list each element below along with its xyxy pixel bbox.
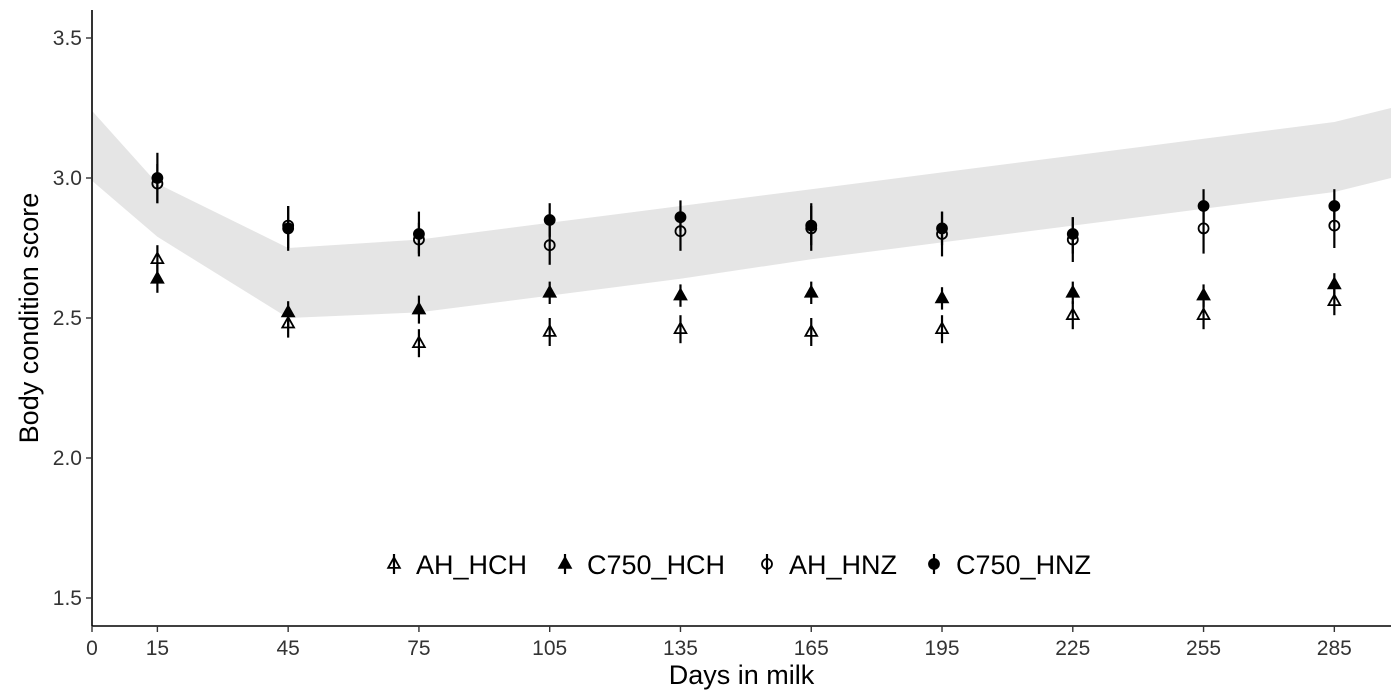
- data-point: [543, 214, 556, 226]
- data-point: [411, 301, 427, 315]
- legend-label: AH_HCH: [416, 550, 527, 580]
- data-point: [1197, 222, 1210, 235]
- y-tick-label: 2.5: [53, 307, 82, 330]
- x-tick-label: 0: [86, 637, 98, 660]
- data-point: [1197, 200, 1210, 212]
- legend-label: AH_HNZ: [789, 550, 897, 580]
- data-point: [1326, 276, 1342, 290]
- x-tick-label: 135: [663, 637, 698, 660]
- data-point: [1196, 287, 1211, 301]
- legend-label: C750_HNZ: [956, 550, 1091, 580]
- legend-item: AH_HNZ: [761, 550, 897, 580]
- legend-key-marker: [386, 555, 402, 569]
- data-point: [803, 323, 819, 337]
- series-layer: [149, 152, 1342, 358]
- data-point: [149, 250, 165, 265]
- y-tick-label: 2.0: [53, 447, 82, 470]
- x-tick-label: 255: [1186, 637, 1221, 660]
- legend-item: AH_HCH: [386, 550, 527, 580]
- data-point: [280, 304, 296, 318]
- confidence-band: [92, 108, 1391, 318]
- x-tick-label: 195: [924, 637, 959, 660]
- x-tick-label: 15: [146, 637, 169, 660]
- axes-layer: 1.5 2.0 2.5 3.0 3.5 0 15 45 75 105 135 165 195 225 255…: [14, 10, 1391, 690]
- x-tick-label: 165: [794, 637, 829, 660]
- data-point: [674, 211, 687, 224]
- data-point: [673, 287, 688, 301]
- legend-key-marker: [761, 558, 773, 570]
- legend-key-marker: [928, 558, 940, 570]
- legend-label: C750_HCH: [587, 550, 725, 580]
- data-point: [543, 239, 556, 252]
- x-tick-label: 225: [1055, 637, 1090, 660]
- data-point: [1066, 228, 1079, 240]
- series-c750-hnz: [151, 152, 1341, 257]
- data-point: [1065, 284, 1081, 298]
- data-point: [803, 284, 819, 298]
- data-point: [542, 284, 558, 298]
- x-tick-label: 105: [532, 637, 567, 660]
- data-point: [673, 320, 688, 335]
- x-axis-title: Days in milk: [669, 660, 815, 690]
- series-c750-hch: [149, 264, 1342, 327]
- data-point: [934, 320, 950, 335]
- legend-key-marker: [557, 555, 573, 569]
- y-axis-title: Body condition score: [14, 193, 44, 444]
- band-layer: [92, 108, 1391, 318]
- y-tick-label: 3.5: [53, 27, 82, 50]
- x-tick-label: 75: [407, 637, 430, 660]
- data-point: [280, 315, 296, 329]
- x-tick-label: 45: [276, 637, 299, 660]
- data-point: [1328, 200, 1341, 212]
- x-tick-label: 285: [1317, 637, 1352, 660]
- data-point: [411, 334, 427, 349]
- data-point: [413, 228, 425, 240]
- data-point: [1196, 306, 1211, 321]
- data-point: [151, 172, 164, 184]
- data-point: [936, 222, 948, 235]
- legend-item: C750_HNZ: [928, 550, 1091, 580]
- data-point: [1326, 292, 1342, 307]
- y-tick-label: 1.5: [53, 587, 82, 610]
- y-tick-label: 3.0: [53, 167, 82, 190]
- data-point: [542, 323, 558, 337]
- data-point: [805, 219, 818, 232]
- data-point: [934, 290, 950, 304]
- legend-item: C750_HCH: [557, 550, 725, 580]
- data-point: [149, 270, 165, 284]
- legend: AH_HCH C750_HCH AH_HNZ C750_HNZ: [386, 550, 1091, 580]
- data-point: [282, 222, 295, 235]
- data-point: [1065, 306, 1081, 321]
